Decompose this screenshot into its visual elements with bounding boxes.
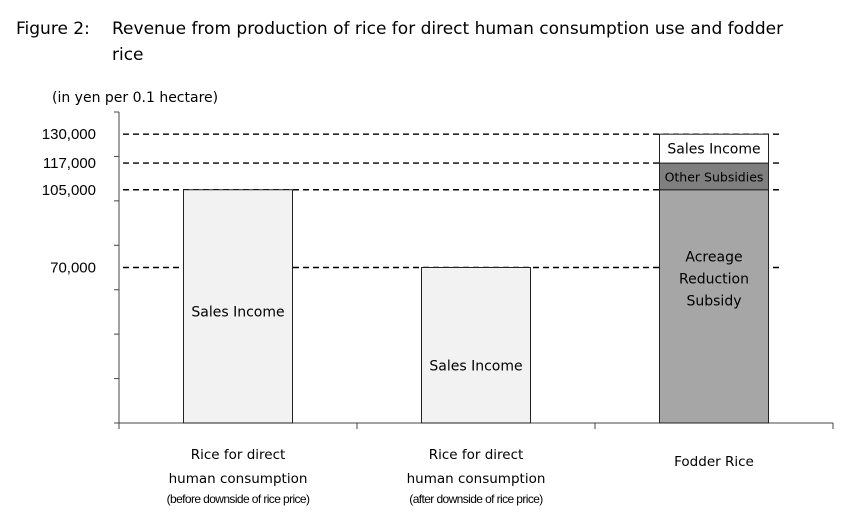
x-category-label: Fodder Rice [674, 454, 754, 470]
bar-segment-label: Subsidy [686, 293, 741, 309]
x-category-label: Rice for direct [191, 447, 286, 463]
x-category-note: (after downside of rice price) [409, 492, 543, 506]
bar-segment-label: Reduction [679, 271, 749, 287]
bar-segment-label: Other Subsidies [665, 169, 764, 184]
bar-segment-label: Acreage [685, 249, 742, 265]
figure-label: Figure 2: [16, 19, 90, 39]
x-category-label: human consumption [407, 471, 546, 487]
bar-segment-label: Sales Income [667, 142, 760, 158]
y-tick-label: 130,000 [42, 126, 96, 143]
y-tick-label: 117,000 [43, 155, 96, 172]
y-tick-label: 105,000 [42, 182, 96, 199]
x-category-note: (before downside of rice price) [167, 492, 310, 506]
y-tick-label: 70,000 [50, 260, 96, 277]
figure-title: Revenue from production of rice for dire… [112, 19, 784, 65]
bar-segment [659, 162, 769, 191]
y-axis-unit-label: (in yen per 0.1 hectare) [52, 90, 219, 106]
bar-segment-label: Sales Income [191, 304, 284, 320]
bar-segment [421, 267, 531, 424]
bar-segment [659, 133, 769, 164]
bar-segment-label: Sales Income [429, 358, 522, 374]
bar-segment [183, 189, 293, 424]
x-category-label: Rice for direct [429, 447, 524, 463]
x-category-label: human consumption [169, 471, 308, 487]
